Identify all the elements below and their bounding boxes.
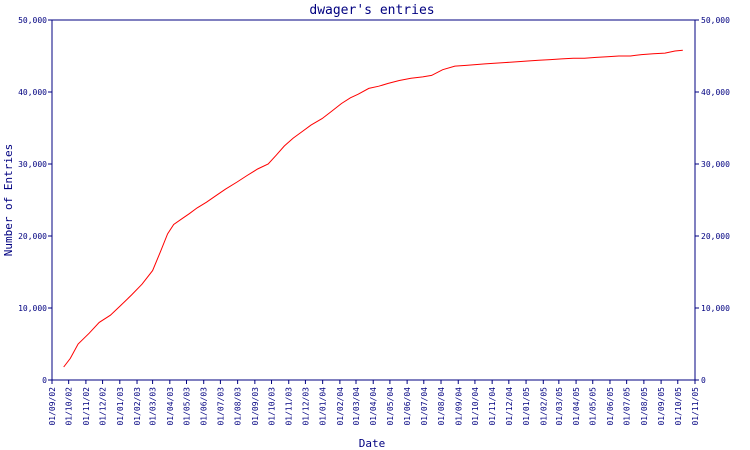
x-tick-label: 01/11/05	[691, 387, 700, 426]
x-tick-label: 01/07/04	[420, 387, 429, 426]
x-tick-label: 01/01/03	[116, 387, 125, 426]
x-tick-label: 01/10/04	[471, 387, 480, 426]
x-tick-label: 01/10/05	[674, 387, 683, 426]
x-tick-label: 01/02/03	[133, 387, 142, 426]
x-tick-label: 01/01/04	[319, 387, 328, 426]
x-tick-label: 01/10/02	[65, 387, 74, 426]
plot-frame	[51, 19, 696, 381]
left-y-tick-label: 10,000	[18, 304, 47, 313]
x-tick-label: 01/05/03	[182, 387, 191, 426]
x-tick-label: 01/09/05	[657, 387, 666, 426]
x-tick-label: 01/12/04	[505, 387, 514, 426]
x-tick-label: 01/09/04	[454, 387, 463, 426]
x-tick-label: 01/03/04	[352, 387, 361, 426]
right-y-tick-label: 50,000	[701, 16, 730, 25]
left-y-tick-label: 0	[42, 376, 47, 385]
x-tick-label: 01/08/04	[437, 387, 446, 426]
x-tick-label: 01/12/03	[301, 387, 310, 426]
x-tick-label: 01/01/05	[522, 387, 531, 426]
x-tick-label: 01/04/05	[572, 387, 581, 426]
x-tick-label: 01/03/05	[555, 387, 564, 426]
left-y-tick-label: 30,000	[18, 160, 47, 169]
left-y-tick-label: 50,000	[18, 16, 47, 25]
x-tick-label: 01/05/04	[386, 387, 395, 426]
right-y-tick-label: 30,000	[701, 160, 730, 169]
x-tick-label: 01/12/02	[99, 387, 108, 426]
x-tick-label: 01/04/03	[166, 387, 175, 426]
x-tick-label: 01/08/03	[234, 387, 243, 426]
x-tick-label: 01/07/03	[216, 387, 225, 426]
right-y-tick-label: 40,000	[701, 88, 730, 97]
x-tick-label: 01/09/02	[48, 387, 57, 426]
x-tick-label: 01/07/05	[623, 387, 632, 426]
series-line	[63, 49, 683, 368]
right-y-axis: 0 10,000 20,000 30,000 40,000 50,000	[695, 16, 730, 385]
chart-title: dwager's entries	[309, 3, 434, 18]
x-tick-label: 01/03/03	[149, 387, 158, 426]
x-tick-label: 01/08/05	[640, 387, 649, 426]
left-y-axis: 0 10,000 20,000 30,000 40,000 50,000	[18, 16, 52, 385]
right-y-tick-label: 0	[701, 376, 706, 385]
left-y-tick-label: 20,000	[18, 232, 47, 241]
x-tick-label: 01/02/05	[539, 387, 548, 426]
right-y-tick-label: 10,000	[701, 304, 730, 313]
x-tick-label: 01/09/03	[251, 387, 260, 426]
x-tick-label: 01/05/05	[589, 387, 598, 426]
y-axis-label: Number of Entries	[2, 144, 15, 257]
x-tick-label: 01/06/05	[606, 387, 615, 426]
x-tick-label: 01/11/04	[488, 387, 497, 426]
x-tick-label: 01/06/04	[403, 387, 412, 426]
x-tick-label: 01/11/03	[285, 387, 294, 426]
x-tick-label: 01/10/03	[268, 387, 277, 426]
left-y-tick-label: 40,000	[18, 88, 47, 97]
x-tick-label: 01/02/04	[336, 387, 345, 426]
x-tick-label: 01/06/03	[200, 387, 209, 426]
x-tick-label: 01/04/04	[369, 387, 378, 426]
x-axis: 01/09/02 01/10/02 01/11/02 01/12/02 01/01/03…	[48, 380, 700, 426]
right-y-tick-label: 20,000	[701, 232, 730, 241]
x-axis-label: Date	[359, 437, 386, 450]
x-tick-label: 01/11/02	[82, 387, 91, 426]
